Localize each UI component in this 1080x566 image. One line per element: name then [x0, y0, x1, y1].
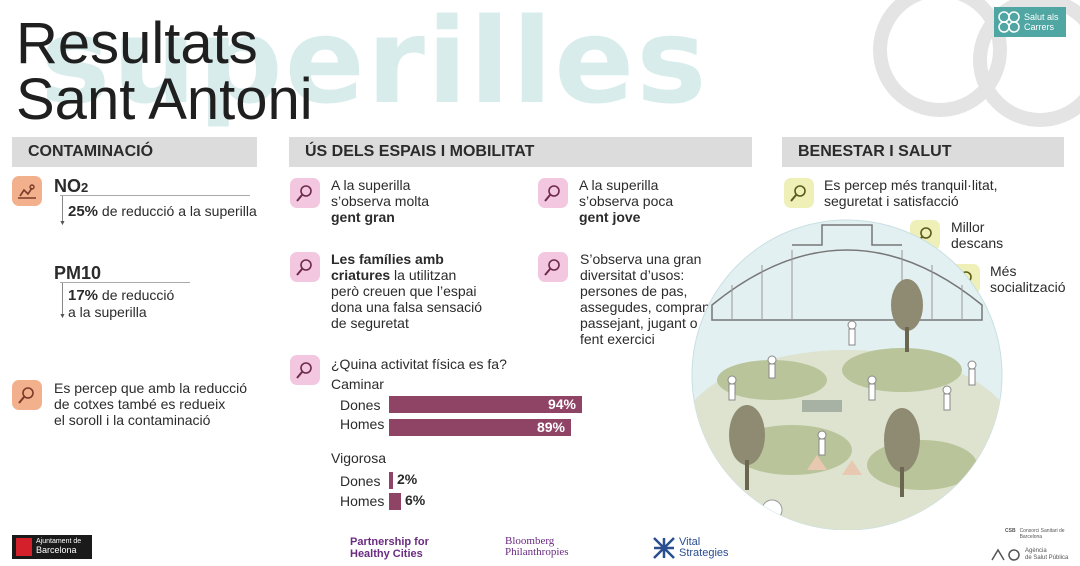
flower-logo-icon — [998, 11, 1020, 33]
diversitat-text: S’observa una gran diversitat d’usos: pers… — [580, 251, 718, 347]
section-benestar-heading: BENESTAR I SALUT — [782, 137, 1064, 167]
vital-strategies-logo: Vital Strategies — [652, 536, 729, 560]
families-text: Les famílies amb criatures la utilitzan p… — [331, 251, 482, 331]
bar-label-caminar-dones: Dones — [340, 397, 381, 413]
value-vigorosa-dones: 2% — [397, 471, 418, 487]
magnifier-icon — [538, 178, 568, 208]
magnifier-icon — [290, 252, 320, 282]
bar-caminar-homes: 89% — [389, 419, 571, 436]
bar-vigorosa-homes — [389, 493, 401, 510]
ajuntament-text: Ajuntament de Barcelona — [36, 538, 82, 555]
group-label-vigorosa: Vigorosa — [331, 450, 387, 466]
no2-arrow-line — [62, 196, 63, 224]
tranquilitat-text: Es percep més tranquil·litat, seguretat i… — [824, 177, 998, 209]
page-title-line1: Resultats — [16, 11, 258, 76]
pm10-reduction: 17% de reducció a la superilla — [68, 287, 175, 320]
partnership-logo: Partnership for Healthy Cities — [350, 536, 429, 560]
bar-label-caminar-homes: Homes — [340, 416, 385, 432]
magnifier-icon — [290, 355, 320, 385]
csb-logo: CSB Consorci Sanitari de Barcelona — [1005, 528, 1065, 540]
market-sphere-illustration — [691, 219, 1003, 530]
noise-text: Es percep que amb la reducció de cotxes t… — [54, 380, 247, 428]
no2-label: NO2 — [54, 176, 89, 196]
magnifier-icon — [538, 252, 568, 282]
bloomberg-logo: Bloomberg Philanthropies — [505, 535, 569, 558]
section-us-heading: ÚS DELS ESPAIS I MOBILITAT — [289, 137, 752, 167]
gent-jove-text: A la superilla s’observa poca gent jove — [579, 177, 674, 225]
pm10-label: PM10 — [54, 263, 102, 283]
aspb-icon — [991, 548, 1020, 561]
magnifier-icon — [784, 178, 814, 208]
bar-vigorosa-dones — [389, 472, 393, 489]
salut-als-carrers-badge: Salut als Carrers — [994, 7, 1066, 37]
vital-strategies-icon — [653, 537, 675, 559]
no2-reduction: 25% de reducció a la superilla — [68, 203, 257, 220]
chart-question: ¿Quina activitat física es fa? — [331, 356, 507, 372]
value-vigorosa-homes: 6% — [405, 492, 426, 508]
magnifier-icon — [290, 178, 320, 208]
bar-label-vigorosa-homes: Homes — [340, 493, 385, 509]
bar-label-vigorosa-dones: Dones — [340, 473, 381, 489]
aspb-text: Agència de Salut Pública — [1025, 548, 1069, 561]
magnifier-icon — [12, 380, 42, 410]
descans-text: Millor descans — [951, 219, 1004, 251]
pm10-arrow-icon: ▼ — [59, 313, 66, 320]
vital-strategies-text: Vital Strategies — [679, 536, 729, 559]
badge-label: Salut als Carrers — [1024, 12, 1059, 32]
no2-arrow-icon: ▼ — [59, 220, 66, 227]
page-title-line2: Sant Antoni — [16, 67, 313, 132]
decorative-circles — [873, 0, 1080, 127]
group-label-caminar: Caminar — [331, 376, 384, 392]
section-contaminacio-heading: CONTAMINACIÓ — [12, 137, 257, 167]
socialitzacio-text: Més socialització — [990, 263, 1066, 295]
pollution-icon — [12, 176, 42, 206]
gent-gran-text: A la superilla s’observa molta gent gran — [331, 177, 430, 225]
aspb-logo: Agència de Salut Pública — [990, 548, 1068, 562]
watermark-text: superilles — [40, 0, 709, 130]
pm10-arrow-line — [62, 283, 63, 317]
no2-divider — [60, 195, 250, 196]
pm10-divider — [60, 282, 190, 283]
ajuntament-logo: Ajuntament de Barcelona — [12, 535, 92, 559]
bar-caminar-dones: 94% — [389, 396, 582, 413]
barcelona-shield-icon — [16, 538, 32, 556]
